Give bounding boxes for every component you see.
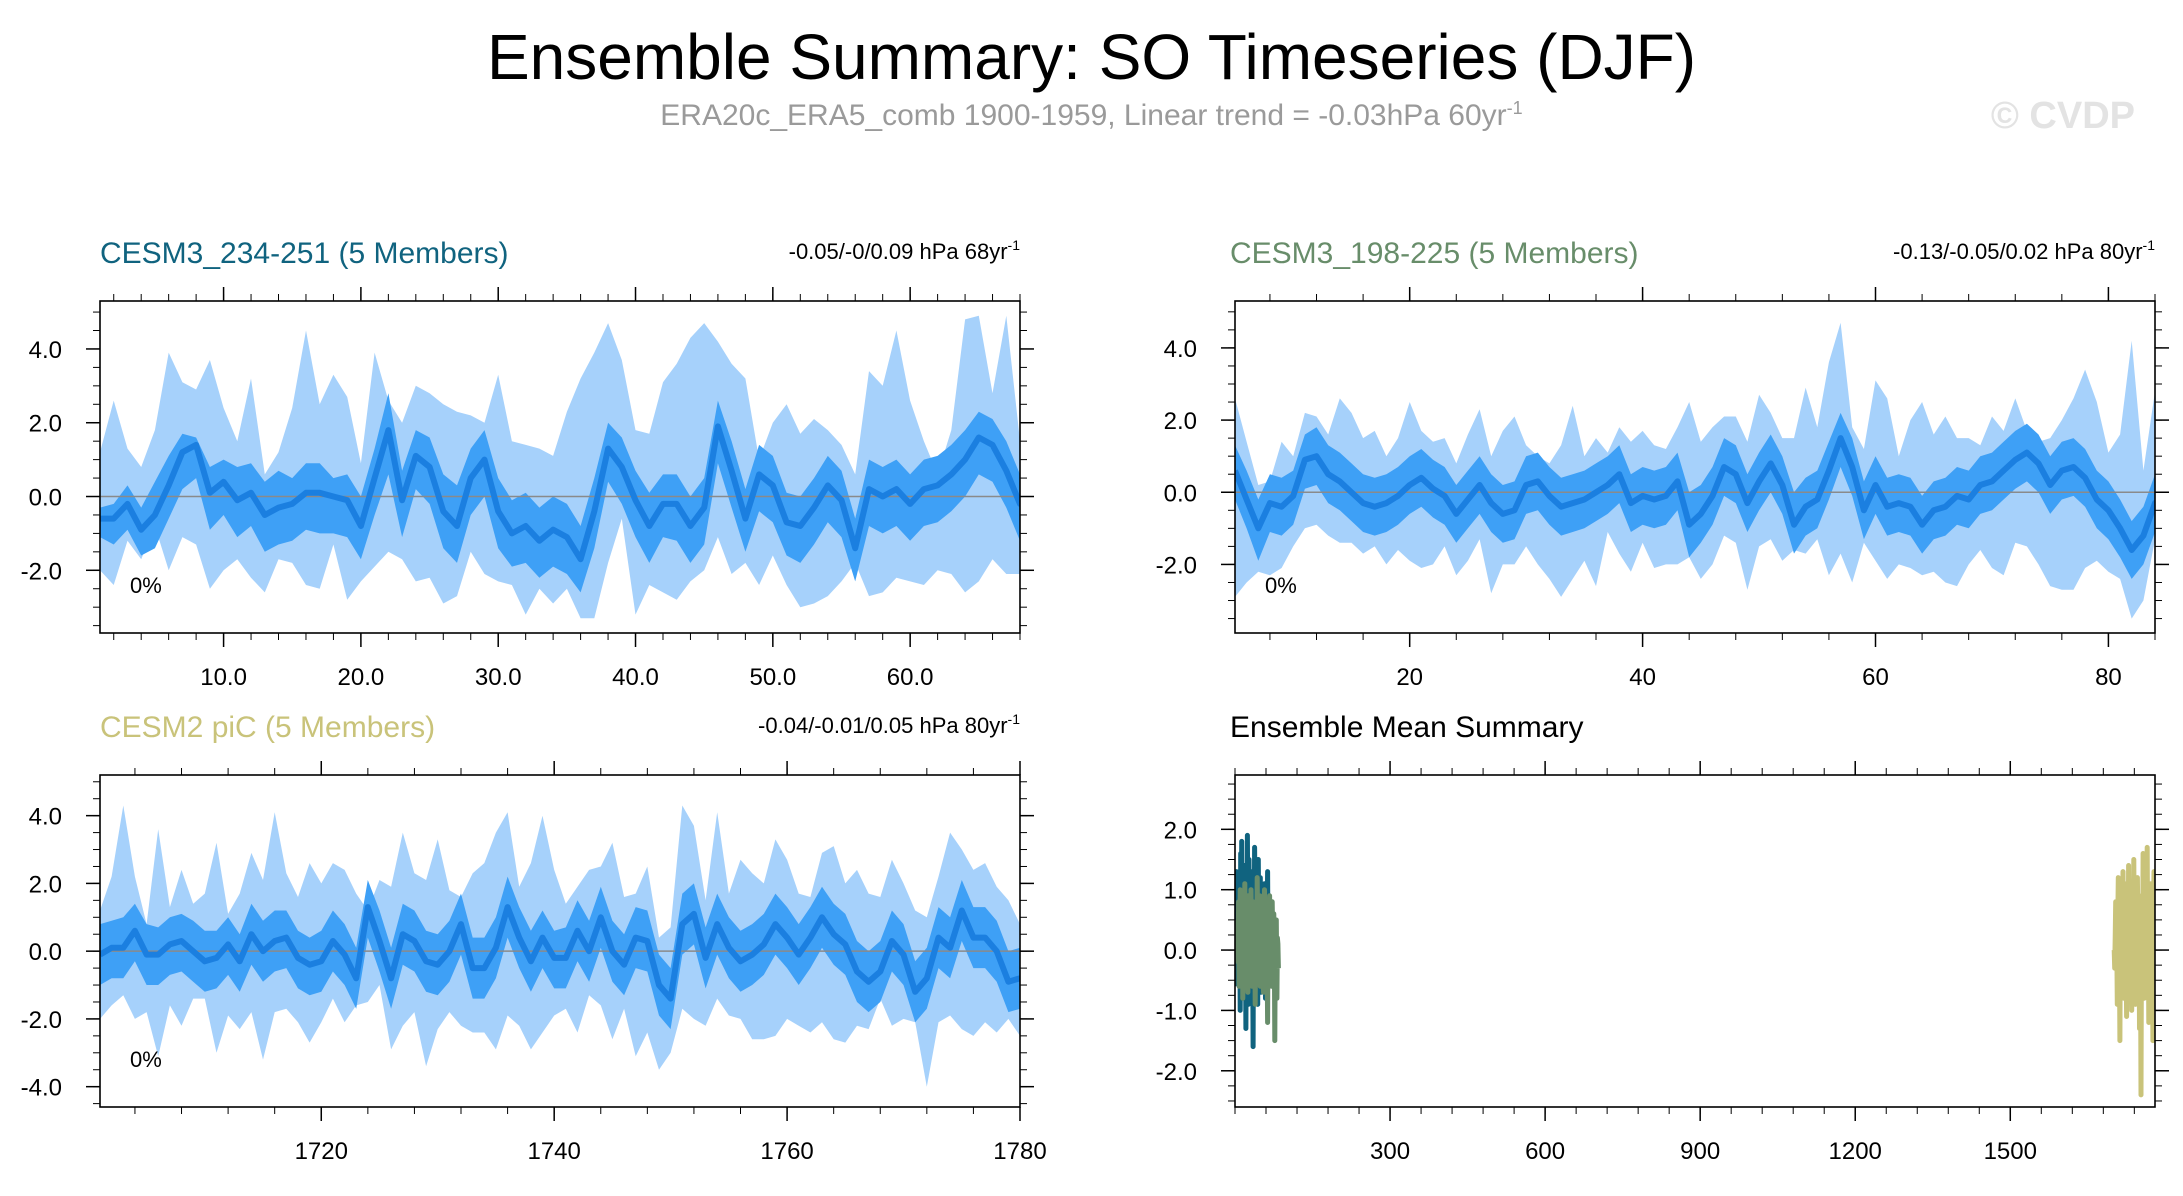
trend-superscript: -1 [1008,237,1021,253]
spread-band-inner [100,876,1020,1030]
y-tick-label: 2.0 [29,871,62,898]
panel-title: CESM2 piC (5 Members) [100,711,435,744]
x-tick-label: 1740 [527,1138,580,1165]
x-tick-label: 40 [1629,664,1656,691]
series-line-1 [1235,875,1281,1044]
panel-title: CESM3_234-251 (5 Members) [100,237,509,270]
x-tick-label: 1760 [760,1138,813,1165]
x-tick-label: 300 [1370,1138,1410,1165]
cvdp-watermark: © CVDP [1990,95,2135,137]
x-tick-label: 20.0 [338,664,385,691]
x-tick-label: 1500 [1984,1138,2037,1165]
x-tick-label: 1780 [993,1138,1046,1165]
trend-annotation: -0.05/-0/0.09 hPa 68yr-1 [789,237,1021,264]
percent-label: 0% [130,573,162,598]
x-tick-label: 1720 [295,1138,348,1165]
y-tick-label: 2.0 [1164,408,1197,435]
percent-label: 0% [1265,573,1297,598]
x-tick-label: 40.0 [612,664,659,691]
trend-text: -0.05/-0/0.09 hPa 68yr [789,239,1008,264]
x-tick-label: 50.0 [749,664,796,691]
plot-frame [1234,300,2156,634]
x-tick-label: 20 [1396,664,1423,691]
ensemble-mean-line [1235,435,2155,553]
y-tick-label: -2.0 [21,1007,62,1034]
ensemble-mean-line [100,904,1020,1002]
panel-title: Ensemble Mean Summary [1230,711,1583,744]
plot-frame [99,300,1021,634]
ensemble-mean-line [100,423,1020,563]
plot-area [1235,322,2155,619]
plot-area [100,805,1020,1087]
x-tick-label: 10.0 [200,664,247,691]
trend-annotation: -0.04/-0.01/0.05 hPa 80yr-1 [758,711,1020,738]
plot-frame [99,774,1021,1108]
plot-area [1235,832,2155,1098]
spread-band-inner [100,393,1020,593]
x-tick-label: 80 [2095,664,2122,691]
y-tick-label: -1.0 [1156,998,1197,1025]
y-tick-label: -2.0 [1156,1059,1197,1086]
panel-cesm3-234-251: CESM3_234-251 (5 Members) -0.05/-0/0.09 h… [21,237,1034,691]
x-tick-label: 1200 [1829,1138,1882,1165]
panel-cesm3-198-225: CESM3_198-225 (5 Members) -0.13/-0.05/0.0… [1156,237,2169,691]
trend-text: -0.04/-0.01/0.05 hPa 80yr [758,713,1008,738]
y-tick-label: 2.0 [29,411,62,438]
y-tick-label: 1.0 [1164,878,1197,905]
page-subtitle: ERA20c_ERA5_comb 1900-1959, Linear trend… [0,98,2183,133]
spread-band-inner [1235,412,2155,579]
y-tick-label: -2.0 [21,558,62,585]
y-tick-label: 0.0 [29,485,62,512]
y-tick-label: 4.0 [1164,336,1197,363]
trend-annotation: -0.13/-0.05/0.02 hPa 80yr-1 [1893,237,2155,264]
panel-ensemble-mean: Ensemble Mean Summary 300 600 900 1200 1500 -2… [1156,711,2169,1165]
y-tick-label: 0.0 [29,939,62,966]
subtitle-text: ERA20c_ERA5_comb 1900-1959, Linear trend… [660,99,1507,132]
x-tick-label: 600 [1525,1138,1565,1165]
series-line-2 [2111,844,2155,1098]
y-tick-label: 0.0 [1164,938,1197,965]
x-tick-label: 30.0 [475,664,522,691]
x-tick-label: 60 [1862,664,1889,691]
panel-cesm2-pic: CESM2 piC (5 Members) -0.04/-0.01/0.05 hP… [21,711,1047,1165]
y-tick-label: 2.0 [1164,817,1197,844]
trend-superscript: -1 [1008,711,1021,727]
trend-text: -0.13/-0.05/0.02 hPa 80yr [1893,239,2143,264]
x-tick-label: 900 [1680,1138,1720,1165]
y-tick-label: -2.0 [1156,552,1197,579]
plot-frame [1234,774,2156,1108]
trend-superscript: -1 [2143,237,2156,253]
y-tick-label: 0.0 [1164,480,1197,507]
y-tick-label: 4.0 [29,337,62,364]
percent-label: 0% [130,1047,162,1072]
y-tick-label: 4.0 [29,804,62,831]
plot-area [100,315,1020,619]
panel-title: CESM3_198-225 (5 Members) [1230,237,1639,270]
y-tick-label: -4.0 [21,1075,62,1102]
subtitle-superscript: -1 [1506,98,1523,118]
page-title: Ensemble Summary: SO Timeseries (DJF) [486,21,1697,93]
x-tick-label: 60.0 [887,664,934,691]
